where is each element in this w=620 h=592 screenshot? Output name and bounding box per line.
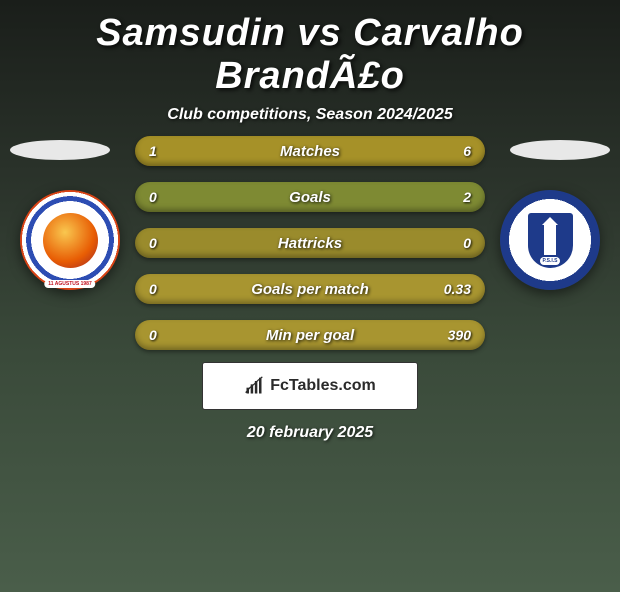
player-avatar-left [10, 140, 110, 160]
stat-row-min-per-goal: 0 Min per goal 390 [135, 320, 485, 350]
stat-left-value: 0 [149, 281, 157, 297]
stats-container: 1 Matches 6 0 Goals 2 0 Hattricks 0 0 Go… [135, 136, 485, 366]
chart-icon [244, 376, 264, 396]
page-subtitle: Club competitions, Season 2024/2025 [0, 106, 620, 124]
club-logo-right: P.S.I.S [500, 190, 600, 290]
stat-row-hattricks: 0 Hattricks 0 [135, 228, 485, 258]
stat-row-goals-per-match: 0 Goals per match 0.33 [135, 274, 485, 304]
stat-right-value: 0.33 [444, 281, 471, 297]
stat-label: Hattricks [278, 235, 342, 252]
stat-left-value: 1 [149, 143, 157, 159]
club-logo-left: 11 AGUSTUS 1987 [20, 190, 120, 290]
stat-label: Goals [289, 189, 331, 206]
stat-row-goals: 0 Goals 2 [135, 182, 485, 212]
club-logo-left-text: 11 AGUSTUS 1987 [44, 280, 95, 288]
stat-label: Goals per match [251, 281, 369, 298]
club-logo-left-emblem [43, 213, 98, 268]
club-logo-right-text: P.S.I.S [540, 257, 561, 265]
stat-row-matches: 1 Matches 6 [135, 136, 485, 166]
stat-right-value: 390 [448, 327, 471, 343]
stat-label: Matches [280, 143, 340, 160]
stat-left-value: 0 [149, 189, 157, 205]
stat-right-value: 0 [463, 235, 471, 251]
brand-link[interactable]: FcTables.com [202, 362, 418, 410]
brand-text: FcTables.com [270, 377, 376, 395]
page-title: Samsudin vs Carvalho BrandÃ£o [0, 12, 620, 98]
footer-date: 20 february 2025 [247, 424, 373, 442]
stat-left-value: 0 [149, 327, 157, 343]
stat-right-value: 2 [463, 189, 471, 205]
player-avatar-right [510, 140, 610, 160]
stat-right-value: 6 [463, 143, 471, 159]
club-logo-right-monument [544, 225, 556, 255]
club-logo-right-shield: P.S.I.S [528, 213, 573, 268]
stat-left-value: 0 [149, 235, 157, 251]
stat-label: Min per goal [266, 327, 354, 344]
